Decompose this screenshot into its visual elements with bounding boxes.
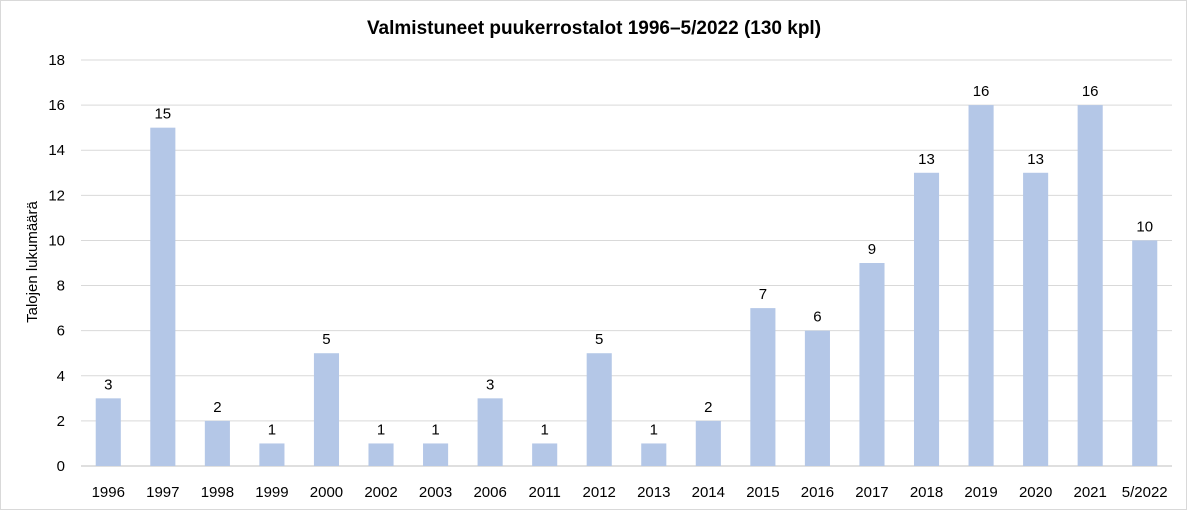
data-label: 3 [486,376,494,393]
x-tick-label: 2014 [692,484,725,501]
bar [641,443,667,466]
data-label: 2 [704,399,712,416]
data-label: 13 [918,151,935,168]
y-tick-label: 14 [48,142,65,159]
bar [368,443,394,466]
x-tick-label: 2015 [746,484,779,501]
data-label: 1 [431,421,439,438]
bar [804,330,830,466]
x-tick-label: 2011 [529,484,561,501]
x-tick-label: 5/2022 [1122,484,1168,501]
x-tick-label: 2013 [637,484,670,501]
y-tick-label: 0 [57,458,65,475]
bar [423,443,449,466]
data-label: 7 [759,286,767,303]
x-ticks: 1996 1997 1998 1999 2000 2002 2003 2006 2011 2012… [92,484,1168,501]
x-tick-label: 2019 [964,484,997,501]
bar [532,443,558,466]
gridlines [81,59,1172,467]
x-tick-label: 2017 [855,484,888,501]
y-tick-label: 18 [48,52,65,69]
bar [968,105,994,466]
bar [204,420,230,466]
x-tick-label: 2018 [910,484,943,501]
bar [586,353,612,466]
y-ticks: 0 2 4 6 8 10 12 14 16 18 [48,52,65,475]
bar [1132,240,1158,466]
bar [913,172,940,466]
y-tick-label: 10 [48,232,65,249]
bar [695,420,721,466]
data-label: 1 [650,421,658,438]
y-tick-label: 12 [48,187,65,204]
y-tick-label: 2 [57,413,65,430]
data-label: 9 [868,241,876,258]
data-label: 1 [541,421,549,438]
y-tick-label: 6 [57,323,65,340]
x-tick-label: 2021 [1073,484,1106,501]
data-label: 5 [322,331,330,348]
x-tick-label: 2003 [419,484,452,501]
data-label: 3 [104,376,112,393]
x-tick-label: 2006 [473,484,506,501]
data-label: 1 [268,421,276,438]
data-label: 5 [595,331,603,348]
x-tick-label: 1996 [92,484,125,501]
bar [150,127,176,467]
x-tick-label: 1999 [255,484,288,501]
bar [95,398,121,466]
bar [750,308,776,466]
y-tick-label: 8 [57,278,65,295]
data-label: 6 [813,309,821,326]
bar [259,443,285,466]
x-tick-label: 2012 [583,484,616,501]
data-label: 1 [377,421,385,438]
x-tick-label: 1997 [146,484,179,501]
x-tick-label: 2020 [1019,484,1052,501]
data-label: 16 [973,83,990,100]
x-tick-label: 1998 [201,484,234,501]
x-tick-label: 2002 [364,484,397,501]
bar [313,353,340,466]
y-tick-label: 16 [48,97,65,114]
data-label: 15 [154,106,171,123]
bar [477,398,503,466]
data-label: 10 [1136,218,1153,235]
data-label: 16 [1082,83,1099,100]
x-tick-label: 2000 [310,484,343,501]
bar [1023,172,1049,466]
data-label: 2 [213,399,221,416]
y-axis-label: Talojen lukumäärä [24,200,41,322]
bar [859,263,885,466]
chart-title: Valmistuneet puukerrostalot 1996–5/2022 … [367,18,821,39]
y-tick-label: 4 [57,368,65,385]
bar [1077,105,1103,466]
bars [95,105,1158,467]
data-label: 13 [1027,151,1044,168]
x-tick-label: 2016 [801,484,834,501]
